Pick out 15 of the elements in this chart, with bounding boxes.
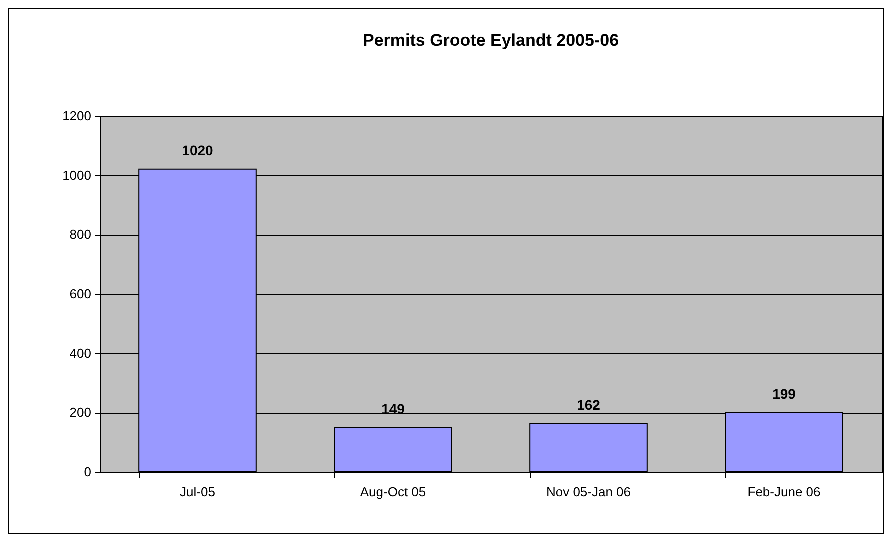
- y-tick-label: 1000: [62, 168, 92, 183]
- x-tick-label: Nov 05-Jan 06: [546, 484, 632, 500]
- data-label: 199: [772, 386, 796, 402]
- y-tick-label: 800: [70, 227, 92, 242]
- y-tick-label: 600: [70, 286, 92, 302]
- y-tick-label: 0: [84, 464, 92, 480]
- y-tick-label: 1200: [62, 108, 92, 124]
- data-label: 162: [577, 396, 601, 413]
- x-tick-label: Aug-Oct 05: [360, 484, 426, 500]
- chart-title: Permits Groote Eylandt 2005-06: [362, 31, 620, 50]
- y-tick-label: 400: [70, 346, 92, 361]
- y-tick-label: 200: [70, 405, 92, 420]
- x-tick-label: Feb-June 06: [748, 484, 821, 500]
- x-tick-label: Jul-05: [180, 484, 216, 500]
- data-label: 1020: [182, 142, 214, 158]
